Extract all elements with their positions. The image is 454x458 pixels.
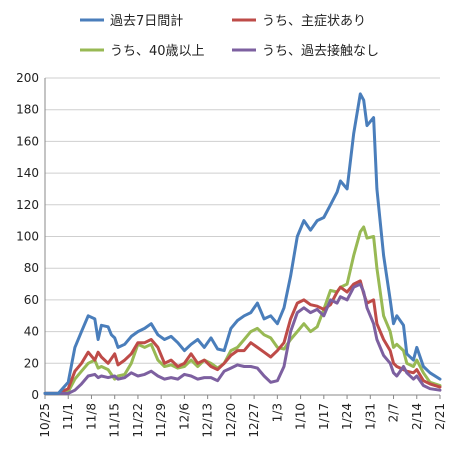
x-tick-label: 2/21 xyxy=(433,403,447,430)
x-tick-label: 2/14 xyxy=(410,403,424,430)
x-tick-label: 11/29 xyxy=(154,403,168,438)
series-line xyxy=(43,282,442,395)
x-tick-label: 11/8 xyxy=(84,403,98,430)
y-tick-label: 20 xyxy=(24,356,39,370)
y-tick-label: 120 xyxy=(16,198,39,212)
series-line xyxy=(43,225,442,395)
y-tick-label: 140 xyxy=(16,166,39,180)
y-tick-label: 100 xyxy=(16,230,39,244)
y-tick-label: 0 xyxy=(31,388,39,402)
y-tick-label: 60 xyxy=(24,293,39,307)
y-axis: 0 20 40 60 80 100 120 140 160 180 200 xyxy=(16,71,46,402)
x-tick-label: 12/27 xyxy=(247,403,261,438)
y-tick-label: 40 xyxy=(24,325,39,339)
x-tick-label: 2/7 xyxy=(387,403,401,422)
series-group xyxy=(43,92,442,395)
y-tick-label: 80 xyxy=(24,261,39,275)
x-tick-label: 12/20 xyxy=(224,403,238,438)
x-tick-label: 1/3 xyxy=(270,403,284,422)
x-tick-label: 11/1 xyxy=(61,403,75,430)
legend-label: 過去7日間計 xyxy=(110,13,183,29)
x-tick-label: 1/24 xyxy=(340,403,354,430)
y-tick-label: 180 xyxy=(16,103,39,117)
legend-label: うち、40歳以上 xyxy=(110,44,205,59)
x-tick-label: 11/15 xyxy=(108,403,122,438)
series-line xyxy=(43,92,442,395)
x-tick-label: 12/6 xyxy=(177,403,191,430)
x-tick-label: 10/25 xyxy=(38,403,52,438)
legend-label: うち、主症状あり xyxy=(262,14,366,29)
x-tick-label: 1/17 xyxy=(317,403,331,430)
series-line xyxy=(43,279,442,395)
y-tick-label: 160 xyxy=(16,134,39,148)
y-tick-label: 200 xyxy=(16,71,39,85)
x-tick-label: 1/10 xyxy=(294,403,308,430)
legend-label: うち、過去接触なし xyxy=(262,43,379,59)
x-axis: 10/25 11/1 11/8 11/15 11/22 11/29 12/6 12/13 12/… xyxy=(38,394,447,438)
x-tick-label: 1/31 xyxy=(363,403,377,430)
x-tick-label: 12/13 xyxy=(201,403,215,438)
x-tick-label: 11/22 xyxy=(131,403,145,438)
